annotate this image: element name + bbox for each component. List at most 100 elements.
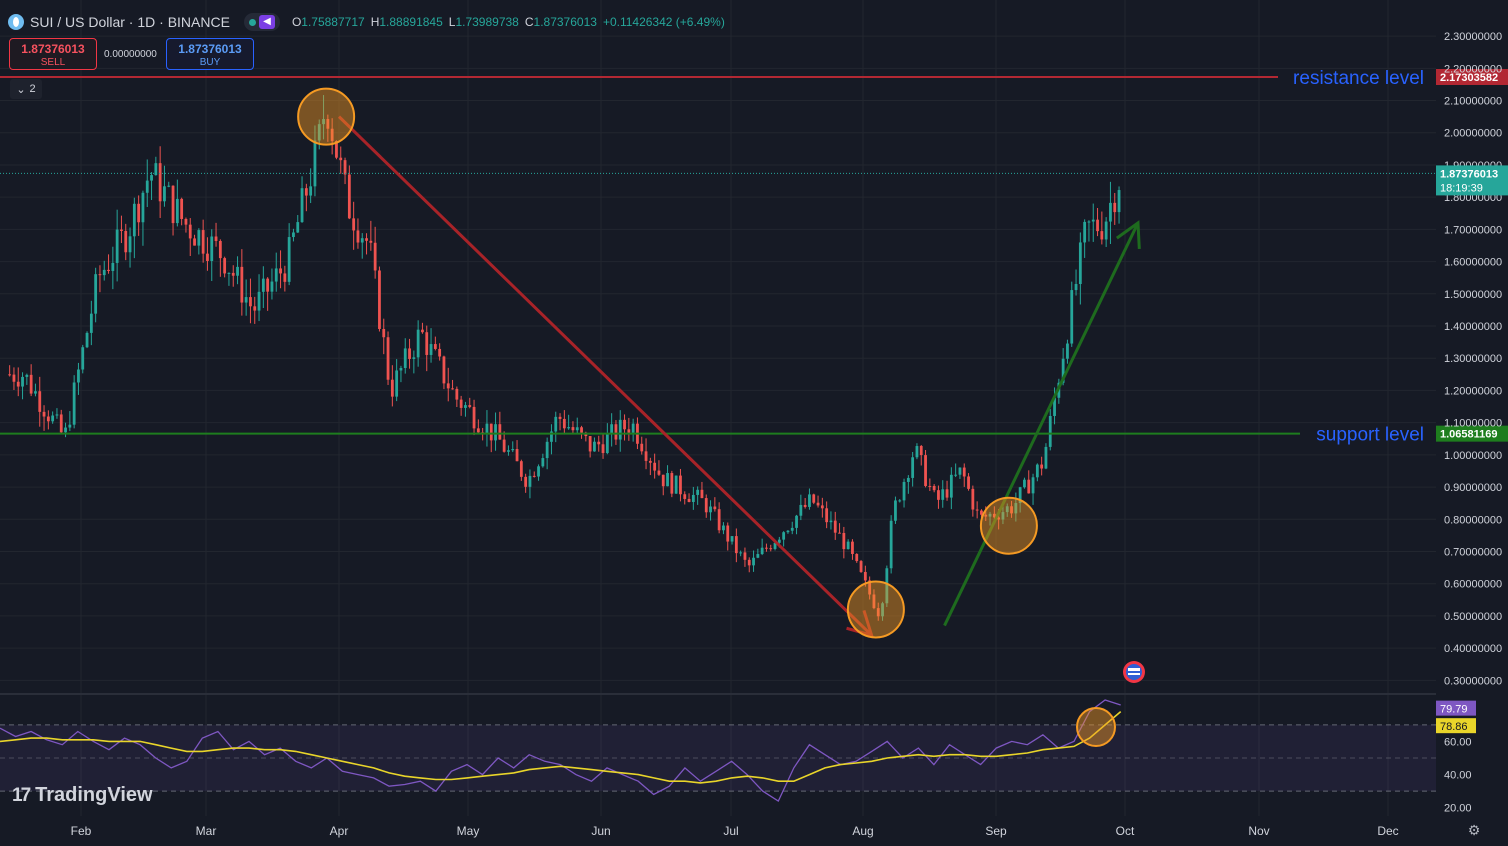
candle-body (571, 427, 575, 431)
uptrend-arrow (943, 222, 1140, 627)
candle-body (769, 548, 773, 550)
candle-body (429, 344, 433, 355)
candle-body (575, 427, 579, 431)
candle-body (941, 489, 945, 500)
candle-body (696, 489, 700, 495)
tradingview-logo[interactable]: 17 TradingView (12, 784, 153, 807)
candle-body (567, 427, 571, 429)
candle-body (984, 514, 988, 517)
candle-body (747, 559, 751, 566)
candle-body (1053, 397, 1056, 416)
candle-body (1096, 219, 1099, 232)
price-tick-label: 0.80000000 (1444, 514, 1502, 526)
candle-body (369, 240, 373, 243)
candle-body (683, 494, 687, 499)
candle-body (339, 157, 343, 161)
collapse-indicators-button[interactable]: ⌄ 2 (10, 79, 42, 99)
candle-body (730, 536, 734, 542)
symbol-title[interactable]: SUI / US Dollar · 1D · BINANCE (30, 14, 230, 30)
highlight-circle (979, 496, 1038, 555)
candle-body (494, 424, 497, 441)
logo-text: TradingView (35, 784, 153, 806)
candle-body (395, 370, 399, 397)
candle-body (231, 272, 235, 276)
candle-body (580, 427, 583, 433)
candle-body (485, 423, 489, 435)
candle-body (240, 266, 244, 303)
price-tick-label: 0.90000000 (1444, 482, 1502, 494)
candle-body (674, 475, 678, 494)
candle-body (274, 268, 278, 282)
candle-body (885, 568, 889, 604)
candle-body (197, 230, 201, 246)
candle-body (795, 515, 798, 528)
price-tick-label: 1.30000000 (1444, 353, 1502, 365)
candle-body (846, 541, 850, 550)
candle-body (717, 509, 721, 531)
candle-body (421, 329, 424, 333)
candle-body (782, 532, 786, 540)
buy-button[interactable]: 1.87376013 BUY (166, 38, 254, 70)
candle-body (68, 424, 72, 428)
replay-icon[interactable]: ◀ (258, 15, 275, 29)
last-price-text: 1.87376013 (1440, 168, 1498, 180)
grid-lines (0, 0, 1436, 816)
indicator-count: 2 (29, 83, 36, 95)
candle-body (812, 494, 816, 503)
candle-body (317, 124, 321, 141)
ohlc-values: O1.75887717 H1.88891845 L1.73989738 C1.8… (291, 15, 725, 29)
candle-body (1066, 343, 1069, 359)
candle-body (128, 236, 132, 253)
candle-body (335, 141, 338, 158)
time-tick-label: Sep (985, 824, 1007, 838)
candle-body (8, 374, 12, 376)
candle-body (726, 525, 730, 542)
candle-body (21, 376, 24, 387)
candle-body (433, 344, 437, 349)
candle-body (360, 238, 364, 243)
candle-body (498, 424, 502, 440)
candle-body (519, 461, 523, 477)
rsi-ma-value-text: 78.86 (1440, 721, 1468, 733)
candle-body (120, 229, 123, 231)
candle-body (227, 272, 231, 274)
candle-body (1091, 219, 1095, 222)
candle-body (408, 348, 411, 359)
candle-body (386, 337, 390, 380)
candle-body (132, 203, 136, 237)
candle-body (713, 506, 717, 510)
price-tick-label: 0.50000000 (1444, 611, 1502, 623)
rsi-tick-label: 60.00 (1444, 736, 1472, 748)
candle-body (236, 266, 239, 276)
candle-body (825, 508, 829, 523)
candle-body (962, 467, 966, 477)
candle-body (77, 369, 80, 383)
price-tick-label: 2.30000000 (1444, 31, 1502, 43)
candle-body (924, 455, 927, 486)
candle-body (1010, 506, 1013, 514)
candle-body (601, 444, 605, 454)
candle-body (872, 594, 876, 609)
gear-icon[interactable]: ⚙ (1467, 822, 1481, 838)
candle-body (1061, 358, 1065, 383)
candle-body (34, 391, 37, 394)
sell-button[interactable]: 1.87376013 SELL (9, 38, 97, 70)
last-price-tag (1436, 165, 1508, 196)
candle-body (193, 238, 196, 246)
sui-coin-icon (8, 14, 24, 30)
candle-body (141, 192, 145, 223)
us-flag-icon (1123, 661, 1145, 683)
uptrend-arrowhead (1115, 220, 1141, 249)
candle-body (838, 532, 841, 534)
candle-body (137, 203, 141, 223)
candle-body (704, 498, 708, 513)
candle-body (175, 198, 179, 224)
price-tick-label: 1.40000000 (1444, 321, 1502, 333)
change-value: +0.11426342 (+6.49%) (602, 15, 725, 29)
candle-body (270, 281, 274, 292)
market-status[interactable]: ◀ (243, 13, 280, 31)
rsi-value-tag (1436, 700, 1476, 716)
candle-body (163, 186, 166, 202)
